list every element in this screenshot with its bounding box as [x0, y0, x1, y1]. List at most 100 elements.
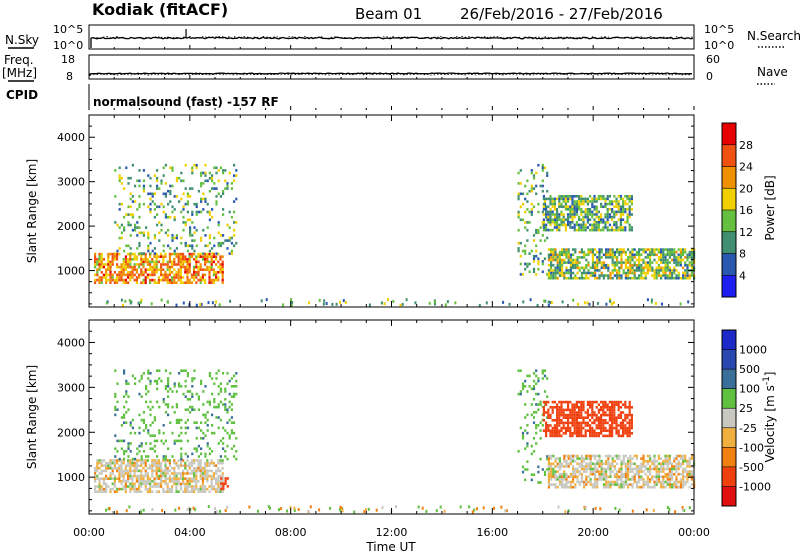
- echo-cell: [675, 263, 678, 267]
- echo-cell: [195, 258, 198, 261]
- echo-cell: [646, 475, 649, 479]
- echo-cell: [660, 261, 663, 264]
- echo-cell: [96, 490, 99, 493]
- echo-cell: [217, 252, 220, 256]
- echo-cell: [607, 475, 610, 479]
- echo-cell: [184, 461, 187, 465]
- echo-cell: [222, 189, 225, 193]
- speckle-cell: [265, 298, 268, 302]
- echo-cell: [596, 459, 599, 463]
- echo-cell: [201, 273, 204, 277]
- echo-cell: [206, 429, 209, 432]
- echo-cell: [175, 236, 178, 240]
- echo-cell: [147, 377, 150, 380]
- echo-cell: [582, 197, 585, 201]
- echo-cell: [583, 459, 586, 463]
- echo-cell: [114, 405, 117, 409]
- speckle-cell: [215, 510, 218, 514]
- echo-cell: [550, 261, 553, 264]
- echo-cell: [569, 263, 572, 267]
- speckle-cell: [186, 508, 189, 512]
- echo-cell: [677, 472, 680, 476]
- echo-cell: [532, 205, 536, 209]
- echo-cell: [190, 464, 193, 467]
- echo-cell: [666, 454, 669, 458]
- echo-cell: [204, 197, 207, 201]
- echo-cell: [640, 467, 643, 471]
- echo-cell: [219, 241, 222, 245]
- echo-cell: [653, 454, 656, 458]
- echo-cell: [530, 452, 533, 456]
- echo-cell: [230, 431, 233, 435]
- echo-cell: [530, 444, 533, 448]
- echo-cell: [616, 276, 619, 280]
- echo-cell: [96, 464, 99, 467]
- echo-cell: [605, 472, 608, 476]
- echo-cell: [631, 253, 634, 257]
- echo-cell: [604, 406, 607, 409]
- echo-cell: [123, 450, 126, 453]
- echo-cell: [532, 239, 536, 242]
- echo-cell: [182, 490, 185, 493]
- echo-cell: [573, 421, 576, 425]
- echo-cell: [662, 250, 665, 254]
- echo-cell: [561, 248, 564, 251]
- echo-cell: [164, 273, 167, 277]
- echo-cell: [684, 467, 687, 471]
- echo-cell: [120, 182, 123, 185]
- echo-cell: [619, 413, 622, 417]
- echo-cell: [571, 411, 574, 414]
- echo-cell: [558, 253, 561, 257]
- echo-cell: [182, 252, 185, 256]
- echo-cell: [622, 210, 625, 214]
- echo-cell: [569, 197, 572, 201]
- echo-cell: [624, 400, 627, 404]
- echo-cell: [594, 475, 597, 479]
- echo-cell: [606, 226, 609, 229]
- echo-cell: [622, 213, 625, 216]
- echo-cell: [671, 465, 674, 468]
- echo-cell: [118, 179, 121, 183]
- echo-cell: [657, 480, 660, 484]
- echo-cell: [142, 421, 145, 424]
- echo-cell: [204, 258, 207, 261]
- echo-cell: [199, 472, 202, 475]
- echo-cell: [145, 442, 148, 445]
- echo-cell: [182, 263, 185, 266]
- echo-cell: [653, 253, 656, 257]
- echo-cell: [133, 482, 136, 486]
- speckle-cell: [428, 301, 431, 305]
- echo-cell: [200, 239, 203, 242]
- x-tick-label: 00:00: [73, 526, 105, 539]
- echo-cell: [208, 210, 211, 214]
- echo-cell: [686, 258, 689, 262]
- echo-cell: [558, 465, 561, 468]
- echo-cell: [628, 223, 631, 227]
- echo-cell: [602, 261, 605, 264]
- power-cbar-tick-label: 24: [739, 161, 753, 174]
- echo-cell: [551, 213, 554, 216]
- speckle-cell: [522, 300, 525, 304]
- echo-cell: [611, 459, 614, 463]
- echo-cell: [202, 171, 205, 175]
- echo-cell: [157, 474, 160, 478]
- echo-cell: [619, 218, 622, 221]
- echo-cell: [162, 278, 165, 282]
- echo-cell: [549, 416, 552, 419]
- echo-cell: [202, 403, 205, 406]
- speckle-cell: [543, 299, 546, 303]
- echo-cell: [664, 276, 667, 280]
- echo-cell: [177, 490, 180, 493]
- echo-cell: [675, 457, 678, 460]
- echo-cell: [193, 408, 196, 411]
- echo-cell: [166, 472, 169, 475]
- echo-cell: [105, 273, 108, 277]
- echo-cell: [562, 421, 565, 425]
- echo-cell: [613, 406, 616, 409]
- echo-cell: [171, 281, 174, 284]
- echo-cell: [668, 276, 671, 280]
- echo-cell: [96, 278, 99, 282]
- echo-cell: [105, 281, 108, 284]
- echo-cell: [653, 462, 656, 466]
- echo-cell: [186, 273, 189, 277]
